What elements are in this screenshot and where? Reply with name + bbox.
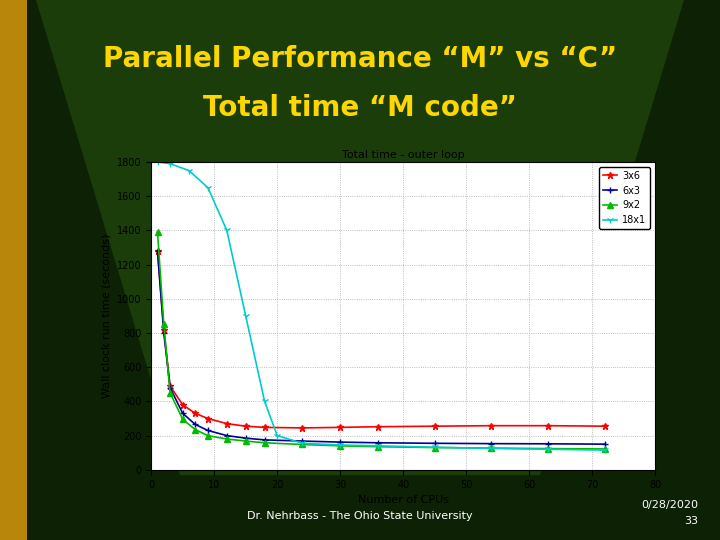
- Text: Dr. Nehrbass - The Ohio State University: Dr. Nehrbass - The Ohio State University: [247, 511, 473, 521]
- 9x2: [374, 443, 382, 450]
- 9x2: [261, 440, 269, 446]
- 9x2: [487, 445, 495, 451]
- Polygon shape: [36, 0, 684, 475]
- Line: 18x1: 18x1: [154, 159, 608, 454]
- 3x6: [374, 423, 382, 430]
- 18x1: [166, 160, 174, 167]
- Line: 9x2: 9x2: [154, 228, 608, 453]
- 9x2: [336, 443, 344, 449]
- Text: Parallel Performance “M” vs “C”: Parallel Performance “M” vs “C”: [103, 45, 617, 73]
- 18x1: [431, 444, 439, 450]
- 6x3: [159, 330, 168, 336]
- Line: 6x3: 6x3: [154, 247, 608, 448]
- 3x6: [153, 248, 162, 254]
- Y-axis label: Wall clock run time (seconds): Wall clock run time (seconds): [102, 234, 112, 398]
- 6x3: [191, 421, 199, 428]
- Title: Total time - outer loop: Total time - outer loop: [342, 150, 464, 160]
- 9x2: [159, 321, 168, 328]
- 6x3: [431, 440, 439, 447]
- 18x1: [298, 440, 307, 447]
- Line: 3x6: 3x6: [154, 247, 608, 431]
- 9x2: [222, 436, 231, 442]
- 3x6: [241, 423, 250, 429]
- 6x3: [153, 248, 162, 254]
- 9x2: [544, 446, 552, 452]
- 18x1: [487, 445, 495, 451]
- 6x3: [298, 438, 307, 444]
- 9x2: [191, 427, 199, 433]
- 6x3: [204, 427, 212, 434]
- 6x3: [374, 440, 382, 446]
- Text: 0/28/2020: 0/28/2020: [642, 500, 698, 510]
- 3x6: [487, 422, 495, 429]
- Text: Total time “M code”: Total time “M code”: [203, 94, 517, 122]
- 6x3: [241, 435, 250, 441]
- 3x6: [431, 423, 439, 429]
- 3x6: [222, 420, 231, 427]
- 18x1: [273, 433, 282, 439]
- 9x2: [179, 416, 187, 423]
- 18x1: [261, 398, 269, 404]
- 3x6: [336, 424, 344, 430]
- 18x1: [336, 442, 344, 448]
- X-axis label: Number of CPUs: Number of CPUs: [358, 495, 449, 505]
- Legend: 3x6, 6x3, 9x2, 18x1: 3x6, 6x3, 9x2, 18x1: [599, 167, 650, 229]
- 9x2: [298, 441, 307, 448]
- 6x3: [544, 441, 552, 447]
- 18x1: [374, 443, 382, 449]
- 3x6: [191, 410, 199, 417]
- 18x1: [153, 159, 162, 165]
- 9x2: [600, 446, 609, 452]
- 3x6: [298, 424, 307, 431]
- 3x6: [600, 423, 609, 429]
- 9x2: [166, 390, 174, 396]
- 3x6: [159, 326, 168, 333]
- 3x6: [179, 402, 187, 408]
- 18x1: [184, 167, 193, 174]
- 6x3: [600, 441, 609, 447]
- 6x3: [487, 441, 495, 447]
- 9x2: [153, 229, 162, 235]
- 6x3: [166, 384, 174, 391]
- Text: 33: 33: [685, 516, 698, 526]
- 3x6: [544, 422, 552, 429]
- 9x2: [204, 433, 212, 439]
- 9x2: [431, 444, 439, 451]
- 18x1: [222, 227, 231, 234]
- 9x2: [241, 438, 250, 444]
- 3x6: [166, 383, 174, 389]
- 6x3: [261, 437, 269, 443]
- 6x3: [179, 410, 187, 417]
- 3x6: [204, 415, 212, 422]
- 6x3: [222, 433, 231, 439]
- 6x3: [336, 439, 344, 446]
- 3x6: [261, 424, 269, 430]
- 18x1: [544, 446, 552, 453]
- 18x1: [204, 184, 212, 191]
- 18x1: [600, 447, 609, 454]
- 18x1: [241, 313, 250, 319]
